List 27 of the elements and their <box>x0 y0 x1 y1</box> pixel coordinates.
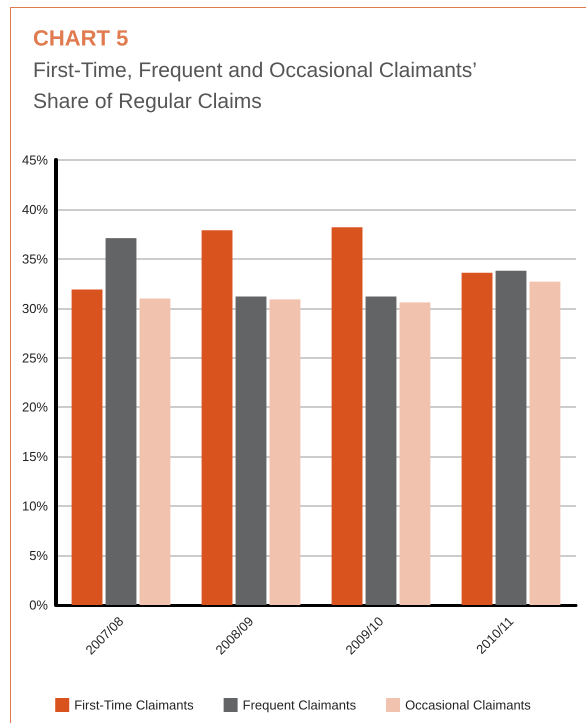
y-tick-label: 10% <box>22 498 48 514</box>
bar <box>530 282 560 605</box>
bar <box>462 272 492 605</box>
y-tick-label: 20% <box>22 400 48 415</box>
y-tick-label: 0% <box>29 598 48 612</box>
bar <box>270 299 300 605</box>
y-tick-label: 25% <box>22 350 48 366</box>
bar <box>72 290 102 605</box>
bar <box>332 227 362 605</box>
legend-label: First-Time Claimants <box>74 698 194 712</box>
bar <box>496 270 526 605</box>
bar <box>400 302 430 605</box>
bar <box>236 296 266 605</box>
y-tick-label: 35% <box>22 251 48 266</box>
y-tick-label: 15% <box>22 449 48 464</box>
chart-subtitle: First-Time, Frequent and Occasional Claimants’ Share of Regular Claims <box>33 59 477 113</box>
bar <box>140 298 170 605</box>
y-tick-label: 40% <box>22 202 48 217</box>
y-tick-label: 30% <box>22 300 48 316</box>
bar <box>106 238 136 605</box>
chart-title: CHART 5 <box>33 26 128 50</box>
bar <box>366 296 396 605</box>
bar <box>202 230 232 605</box>
legend-label: Frequent Claimants <box>242 698 357 712</box>
y-tick-label: 45% <box>22 152 48 168</box>
y-tick-label: 5% <box>29 548 48 564</box>
legend-label: Occasional Claimants <box>405 698 532 712</box>
